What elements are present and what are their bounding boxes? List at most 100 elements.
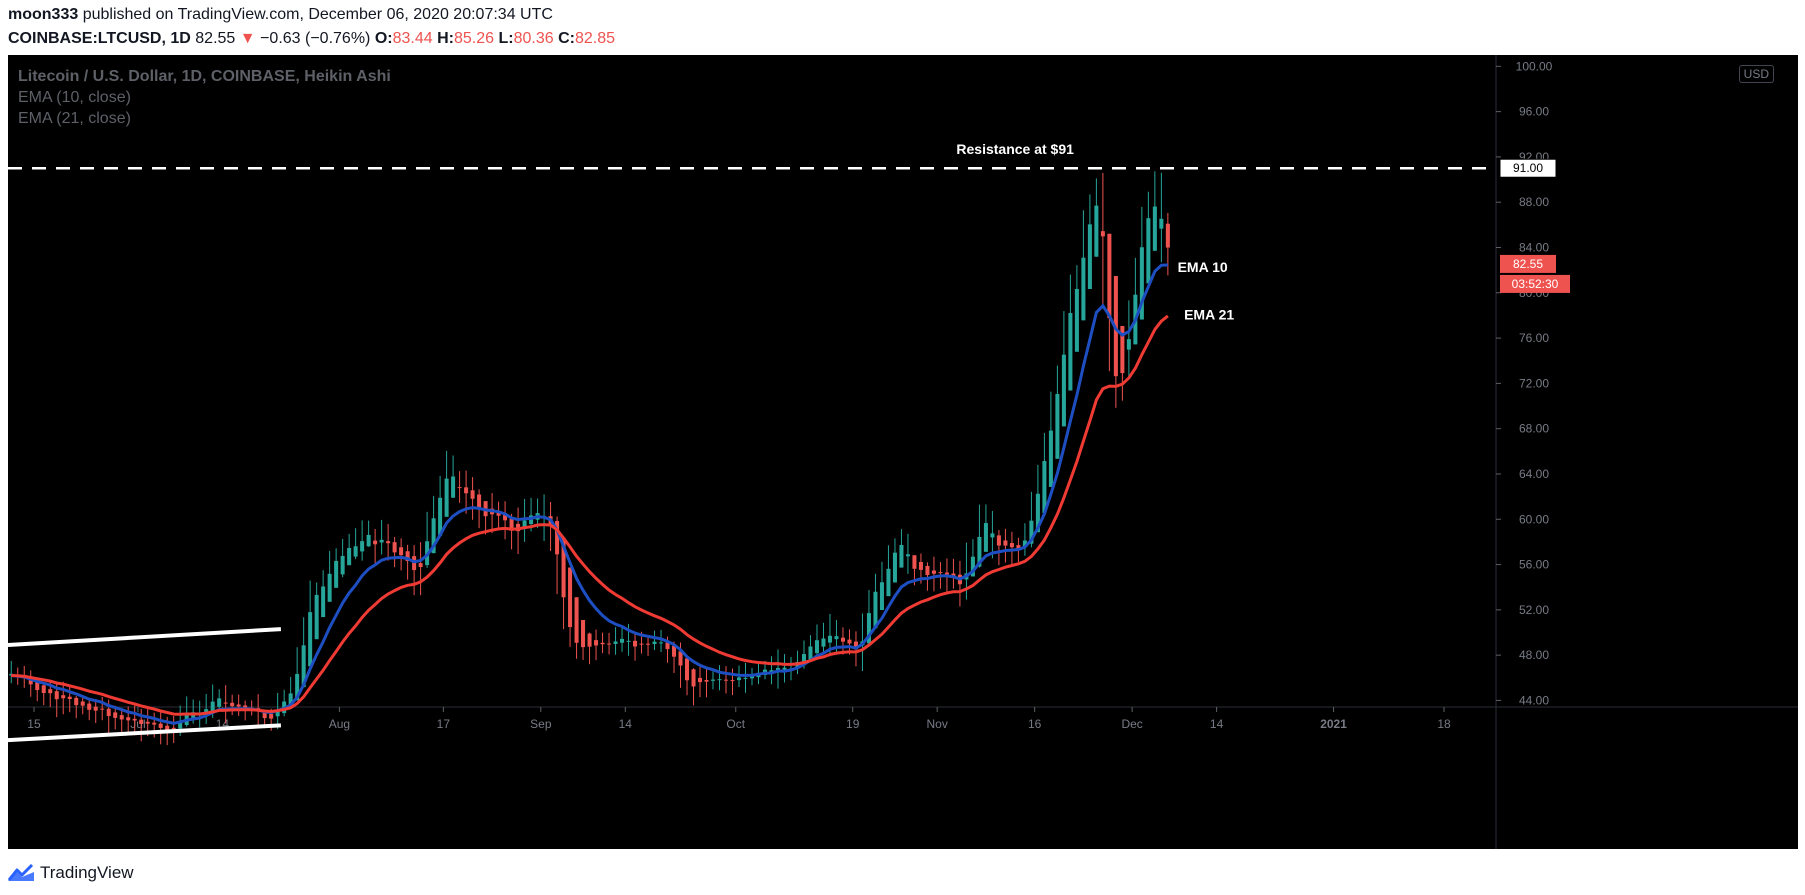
- candle-down[interactable]: [230, 702, 235, 707]
- candle-down[interactable]: [561, 537, 566, 598]
- candle-down[interactable]: [685, 658, 690, 681]
- candle-up[interactable]: [1081, 257, 1086, 321]
- candle-up[interactable]: [308, 612, 313, 667]
- candle-down[interactable]: [223, 702, 228, 704]
- candle-down[interactable]: [93, 706, 98, 711]
- candle-down[interactable]: [464, 487, 469, 494]
- candle-up[interactable]: [340, 555, 345, 575]
- candle-down[interactable]: [477, 494, 482, 508]
- candle-down[interactable]: [61, 695, 66, 699]
- candle-down[interactable]: [568, 567, 573, 628]
- candle-down[interactable]: [145, 721, 150, 724]
- candle-down[interactable]: [152, 722, 157, 725]
- candle-down[interactable]: [470, 490, 475, 499]
- candle-up[interactable]: [879, 582, 884, 610]
- candle-down[interactable]: [457, 487, 462, 489]
- candle-up[interactable]: [892, 552, 897, 583]
- candle-up[interactable]: [1087, 224, 1092, 290]
- candle-down[interactable]: [418, 563, 423, 568]
- candle-up[interactable]: [334, 560, 339, 588]
- candle-up[interactable]: [360, 541, 365, 552]
- candle-down[interactable]: [600, 642, 605, 645]
- candle-down[interactable]: [912, 555, 917, 569]
- candle-down[interactable]: [269, 713, 274, 719]
- candle-up[interactable]: [743, 677, 748, 679]
- candle-down[interactable]: [67, 696, 72, 700]
- candle-up[interactable]: [314, 594, 319, 640]
- candle-up[interactable]: [288, 693, 293, 708]
- candle-down[interactable]: [503, 513, 508, 521]
- candle-down[interactable]: [607, 643, 612, 645]
- candle-down[interactable]: [938, 572, 943, 574]
- candle-down[interactable]: [951, 573, 956, 576]
- candle-down[interactable]: [1003, 540, 1008, 546]
- candle-up[interactable]: [353, 546, 358, 557]
- candle-up[interactable]: [866, 613, 871, 644]
- candle-up[interactable]: [821, 638, 826, 647]
- candle-down[interactable]: [236, 704, 241, 707]
- candle-up[interactable]: [905, 554, 910, 557]
- legend-ema10[interactable]: EMA (10, close): [18, 89, 131, 106]
- candle-up[interactable]: [1061, 354, 1066, 427]
- candle-down[interactable]: [925, 565, 930, 576]
- candle-up[interactable]: [1055, 393, 1060, 459]
- candle-down[interactable]: [587, 633, 592, 647]
- candle-up[interactable]: [749, 675, 755, 679]
- candle-down[interactable]: [1100, 231, 1105, 237]
- candle-up[interactable]: [444, 478, 449, 517]
- candle-up[interactable]: [347, 547, 352, 566]
- candle-down[interactable]: [405, 551, 410, 562]
- candle-up[interactable]: [652, 641, 657, 645]
- candle-up[interactable]: [1152, 206, 1157, 251]
- price-chart[interactable]: 44.00 48.00 52.00 56.00 60.00 64.00 68.00 72.00…: [8, 55, 1798, 849]
- author-name[interactable]: moon333: [8, 6, 79, 23]
- candle-up[interactable]: [717, 679, 722, 681]
- candle-up[interactable]: [295, 673, 300, 701]
- candle-up[interactable]: [1139, 247, 1144, 320]
- candle-up[interactable]: [275, 709, 280, 717]
- candle-down[interactable]: [139, 719, 144, 724]
- candle-down[interactable]: [704, 680, 709, 682]
- candle-down[interactable]: [678, 651, 683, 666]
- candle-up[interactable]: [834, 636, 839, 640]
- candle-up[interactable]: [1029, 520, 1034, 544]
- candle-down[interactable]: [691, 669, 696, 687]
- candle-up[interactable]: [1094, 205, 1099, 257]
- candle-down[interactable]: [698, 677, 703, 683]
- candle-up[interactable]: [801, 654, 806, 666]
- candle-down[interactable]: [132, 718, 137, 721]
- candle-up[interactable]: [217, 698, 222, 707]
- candle-up[interactable]: [626, 640, 631, 642]
- candle-down[interactable]: [639, 643, 644, 645]
- candle-down[interactable]: [35, 680, 40, 691]
- candle-up[interactable]: [1022, 540, 1027, 547]
- candle-up[interactable]: [366, 534, 371, 547]
- candle-up[interactable]: [321, 586, 326, 618]
- candle-down[interactable]: [1009, 543, 1014, 548]
- candle-up[interactable]: [970, 556, 975, 577]
- candle-up[interactable]: [983, 523, 988, 552]
- candle-down[interactable]: [48, 689, 53, 694]
- candle-down[interactable]: [594, 640, 599, 646]
- candle-up[interactable]: [191, 712, 196, 719]
- legend-ema21[interactable]: EMA (21, close): [18, 110, 131, 127]
- candle-up[interactable]: [301, 645, 306, 688]
- candle-down[interactable]: [100, 708, 105, 710]
- candle-up[interactable]: [1068, 312, 1073, 391]
- candle-down[interactable]: [918, 562, 923, 570]
- candle-up[interactable]: [1074, 288, 1079, 352]
- candle-down[interactable]: [80, 701, 85, 706]
- ema21-line[interactable]: [11, 314, 1169, 716]
- candle-down[interactable]: [509, 516, 514, 531]
- candle-down[interactable]: [853, 641, 858, 650]
- candle-down[interactable]: [1165, 223, 1170, 248]
- candle-up[interactable]: [814, 640, 819, 654]
- candle-down[interactable]: [633, 640, 638, 647]
- candle-up[interactable]: [659, 642, 664, 644]
- candle-down[interactable]: [840, 637, 845, 642]
- candle-up[interactable]: [438, 497, 443, 536]
- candle-down[interactable]: [665, 642, 670, 650]
- candle-down[interactable]: [847, 639, 852, 644]
- candle-up[interactable]: [327, 573, 332, 602]
- candle-up[interactable]: [210, 701, 215, 712]
